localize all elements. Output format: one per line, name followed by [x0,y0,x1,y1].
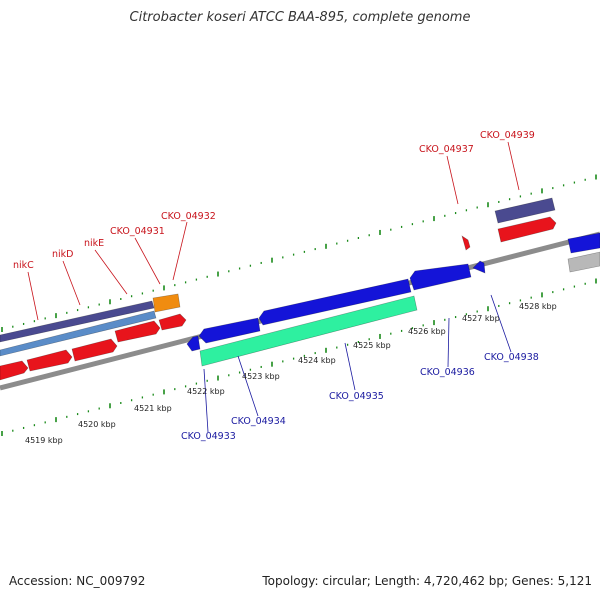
gene-cko-04938[interactable] [472,260,486,274]
kbp-4523: 4523 kbp [242,372,280,381]
kbp-4527: 4527 kbp [462,314,500,323]
label-cko-04931[interactable]: CKO_04931 [110,226,165,237]
gene-nikc[interactable] [0,360,29,381]
gene-nik-extra[interactable] [114,320,161,343]
gene-cko-04937[interactable] [461,235,471,251]
leader-line [94,249,128,295]
gene-cko-04934[interactable] [198,317,261,344]
label-cko-04933[interactable]: CKO_04933 [181,431,236,442]
label-nike[interactable]: nikE [84,238,104,249]
gene-cko-04931[interactable] [152,293,181,313]
kbp-4520: 4520 kbp [78,420,116,429]
leader-line [446,155,459,205]
leader-line [237,355,259,417]
gene-cko-04932[interactable] [158,313,187,331]
gene-nike[interactable] [71,338,118,362]
label-cko-04935[interactable]: CKO_04935 [329,391,384,402]
accession-text: Accession: NC_009792 [9,574,146,588]
leader-line [27,271,39,321]
label-cko-04934[interactable]: CKO_04934 [231,416,286,427]
leader-line [62,260,81,306]
ruler-labels: 4519 kbp 4520 kbp 4521 kbp 4522 kbp 4523… [25,302,557,445]
gene-pseudo[interactable] [567,251,600,273]
leader-line [490,294,512,353]
leader-line [344,342,356,391]
leader-line [507,141,520,191]
kbp-4528: 4528 kbp [519,302,557,311]
kbp-4519: 4519 kbp [25,436,63,445]
kbp-4521: 4521 kbp [134,404,172,413]
reverse-strand-ruler [1,278,597,436]
label-leaders [27,141,520,433]
gene-cko-04936[interactable] [409,263,472,291]
region-bar-dark [0,300,155,343]
leader-line [134,237,161,285]
gene-cko-04935-rna[interactable] [199,295,418,367]
label-cko-04936[interactable]: CKO_04936 [420,367,475,378]
label-cko-04932[interactable]: CKO_04932 [161,211,216,222]
forward-strand-ruler [1,174,597,332]
genome-summary-text: Topology: circular; Length: 4,720,462 bp… [262,574,592,588]
region-bar-light [0,310,157,357]
genome-title: Citrobacter koseri ATCC BAA-895, complet… [129,10,471,25]
label-nikd[interactable]: nikD [52,249,73,260]
kbp-4522: 4522 kbp [187,387,225,396]
label-cko-04939[interactable]: CKO_04939 [480,130,535,141]
region-bar-dark-right [494,197,556,224]
kbp-4525: 4525 kbp [353,341,391,350]
gene-cko-04935-a[interactable] [258,278,412,326]
label-cko-04937[interactable]: CKO_04937 [419,144,474,155]
leader-line [203,368,209,433]
label-cko-04938[interactable]: CKO_04938 [484,352,539,363]
reverse-gene-labels: CKO_04933 CKO_04934 CKO_04935 CKO_04936 … [181,352,539,442]
gene-cko-04939[interactable] [497,216,557,243]
gene-cko-04933[interactable] [186,335,201,352]
leader-line [172,221,188,281]
label-nikc[interactable]: nikC [13,260,34,271]
kbp-4524: 4524 kbp [298,356,336,365]
kbp-4526: 4526 kbp [408,327,446,336]
gene-cko-04940[interactable] [567,232,600,254]
leader-line [447,317,450,368]
gene-nikd[interactable] [26,349,73,372]
forward-gene-labels: nikC nikD nikE CKO_04931 CKO_04932 CKO_0… [13,130,535,271]
